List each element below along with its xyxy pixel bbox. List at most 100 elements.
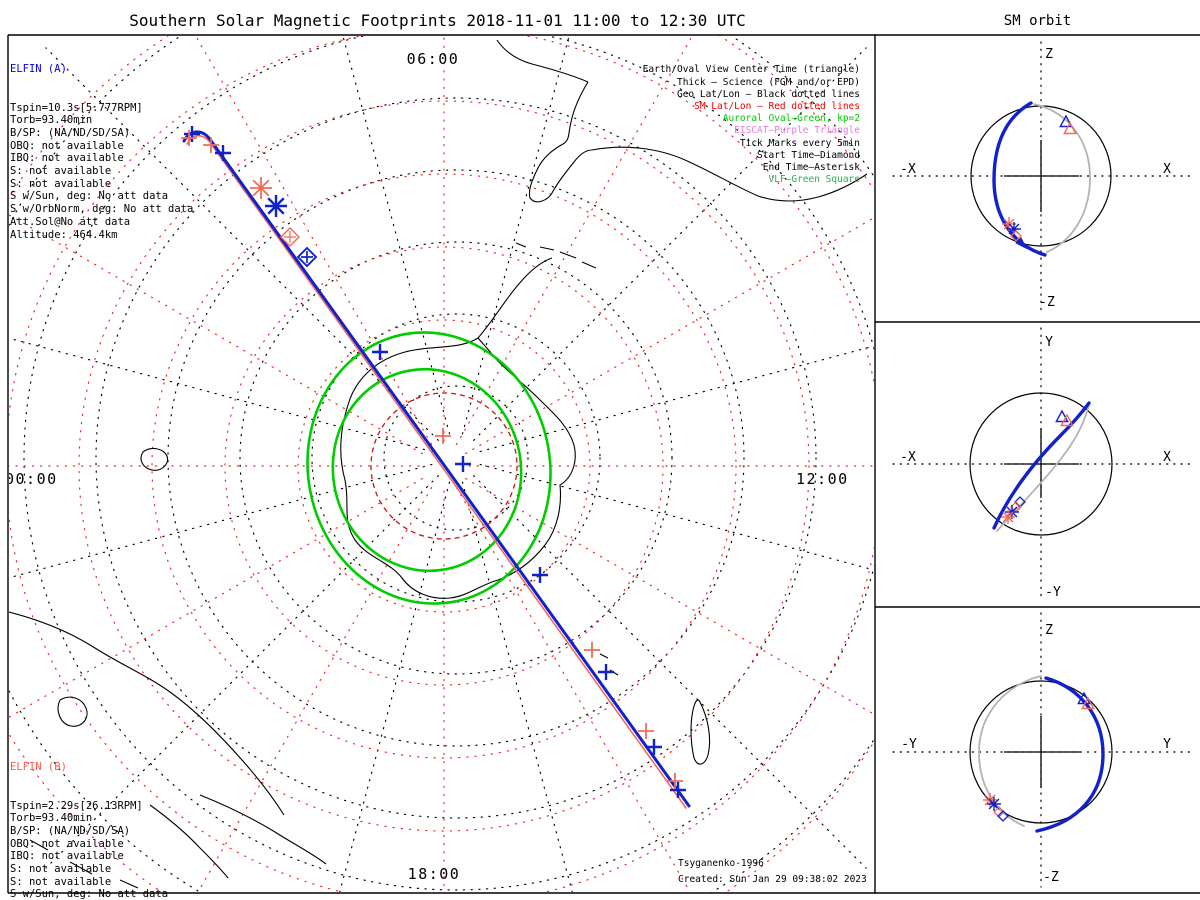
coastline-south-america-tip: [528, 81, 593, 203]
coastline-atlantic: [591, 146, 868, 202]
sm-grid-radial: [9, 477, 423, 718]
orbit-panel-xz: Z -Z -X X: [892, 41, 1193, 313]
axis-label-left: -X: [900, 162, 916, 177]
elfin-a-info-line: B/SP: (NA/ND/SD/SA): [10, 126, 131, 139]
coastline-small-islands-sw: [29, 839, 139, 889]
footprint-tick: [646, 739, 662, 755]
mlt-label-1800: 18:00: [408, 865, 461, 883]
legend-line: Earth/Oval View Center Time (triangle): [642, 64, 860, 76]
footprint-tick: [435, 428, 451, 444]
footprint-line: [186, 134, 687, 809]
geo-grid-radial: [479, 345, 874, 453]
elfin-b-info-line: IBQ: not available: [10, 850, 124, 863]
start-time-diamond: [296, 246, 318, 268]
auroral-oval-layer: [306, 331, 552, 605]
geo-grid-circle: [383, 385, 529, 531]
footprint-tick: [638, 723, 654, 739]
legend-line: Tick Marks every 5min: [739, 137, 860, 149]
panel-orbit-arcs: [978, 675, 1105, 833]
coastline-island-left: [140, 447, 169, 471]
footprint-tick: [598, 664, 614, 680]
orbit-far-arc: [1033, 103, 1091, 253]
geo-grid-radial: [9, 337, 433, 453]
end-time-asterisk: [265, 195, 287, 217]
axis-label-top: Z: [1045, 47, 1053, 62]
elfin-a-info-line: IBQ: not available: [10, 152, 124, 165]
elfin-a-info-line: S w/OrbNorm, deg: No att data: [10, 203, 194, 216]
legend-line: SM Lat/Lon — Red dotted lines: [694, 101, 860, 113]
orbit-panel-xy: Y -Y -X X: [892, 327, 1193, 602]
elfin-b-info-line: OBQ: not available: [10, 837, 124, 850]
mlt-label-0600: 06:00: [407, 50, 460, 68]
auroral-oval-outer: [306, 331, 552, 605]
axis-label-right: Y: [1163, 737, 1171, 752]
elfin-b-info-line: Tspin=2.29s[26.13RPM]: [10, 799, 143, 812]
auroral-oval-inner: [331, 367, 523, 573]
center-time-triangle: [1081, 696, 1095, 710]
map-legend: Earth/Oval View Center Time (triangle) Th…: [643, 40, 860, 211]
axis-label-right: X: [1163, 162, 1171, 177]
geo-grid-radial: [45, 475, 439, 869]
mlt-label-1200: 12:00: [796, 470, 849, 488]
sm-grid-radial: [465, 477, 874, 715]
sm-grid-circle: [78, 100, 810, 832]
asterisk-marker: [1005, 505, 1019, 519]
footprint-tick: [455, 456, 471, 472]
start-time-diamond: [279, 226, 301, 248]
center-time-triangle: [1077, 691, 1091, 705]
axis-label-bottom: -Z: [1039, 295, 1055, 310]
legend-lines: Earth/Oval View Center Time (triangle) Th…: [643, 64, 860, 186]
footprint-tick: [215, 145, 231, 161]
page-title: Southern Solar Magnetic Footprints 2018-…: [129, 11, 746, 30]
coastline-antarctic-peninsula: [477, 257, 553, 339]
sm-80deg-circle: [370, 392, 518, 540]
legend-line: EISCAT—Purple Triangle: [734, 125, 860, 137]
end-time-asterisk: [250, 177, 272, 199]
sm-coordinate-grid: [9, 36, 874, 892]
polar-map: 06:00 00:00 12:00 18:00 Tsyganenko-1996 …: [9, 36, 874, 892]
elfin-a-info-line: Torb=93.40min: [10, 114, 93, 127]
coastline-australia-south: [9, 611, 285, 816]
geo-grid-radial: [461, 36, 570, 435]
orbit-near-arc: [992, 101, 1047, 257]
sm-grid-radial: [197, 487, 433, 892]
geo-grid-radial: [339, 481, 451, 892]
legend-line: Start Time—Diamond: [757, 149, 860, 161]
footprint-tick: [203, 137, 219, 153]
sm-grid-circle: [151, 173, 737, 759]
elfin-a-info-line: Tspin=10.3s[5.777RPM]: [10, 101, 143, 114]
asterisk-marker: [1007, 222, 1021, 236]
diamond-marker: [1010, 230, 1022, 242]
footprint-tick: [181, 130, 197, 146]
geo-grid-circle: [95, 97, 817, 819]
arrow-marker: [1015, 237, 1028, 250]
orbit-near-arc: [992, 401, 1091, 530]
sm-grid-circle: [297, 319, 591, 613]
axis-label-top: Z: [1045, 623, 1053, 638]
footprint-line: [182, 130, 691, 808]
elfin-a-info-line: S w/Sun, deg: No att data: [10, 190, 169, 203]
elfin-a-info-line: OBQ: not available: [10, 139, 124, 152]
geo-grid-radial: [473, 475, 867, 869]
coastline-new-zealand: [149, 794, 327, 879]
elfin-b-info-line: S w/Sun, deg: No att data: [10, 888, 169, 900]
diamond-marker: [1014, 496, 1026, 508]
asterisk-marker: [1001, 510, 1015, 524]
axis-label-left: -Y: [901, 737, 917, 752]
elfin-b-info-line: S: not available: [10, 875, 112, 888]
legend-line: Geo Lat/Lon — Black dotted lines: [676, 88, 860, 100]
footprint-tick: [584, 642, 600, 658]
geo-grid-radial: [342, 36, 451, 435]
geo-grid-radial: [479, 463, 874, 571]
start-time-tick: [284, 231, 296, 243]
asterisk-marker: [1002, 217, 1016, 231]
geo-grid-radial: [473, 47, 867, 441]
axis-label-bottom: -Y: [1045, 585, 1061, 600]
orbit-near-arc: [1035, 676, 1105, 833]
elfin-a-header: ELFIN (A): [10, 63, 67, 76]
footprint-tick: [667, 773, 683, 789]
legend-line: Auroral Oval—Green, kp=2: [722, 113, 860, 125]
elfin-a-info-lines: Tspin=10.3s[5.777RPM] Torb=93.40min B/SP: …: [10, 102, 193, 242]
